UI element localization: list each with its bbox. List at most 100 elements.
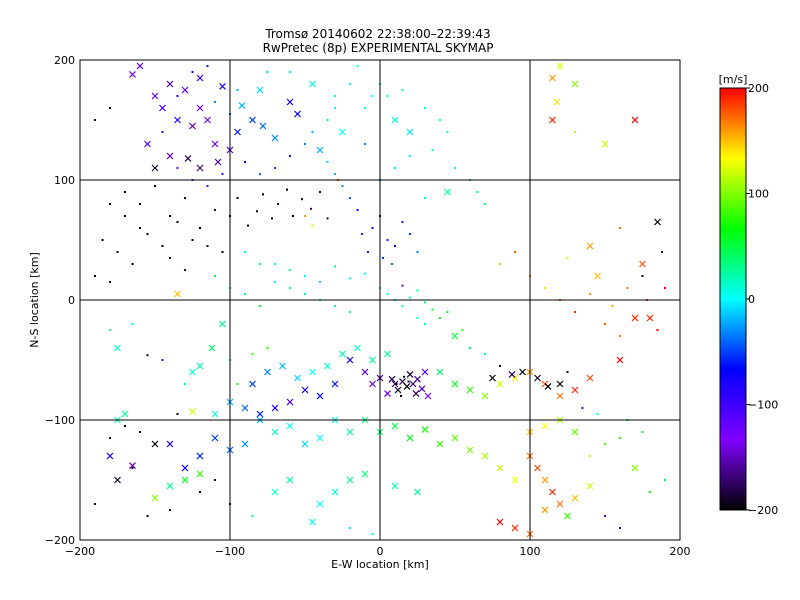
data-point-dot — [574, 311, 576, 313]
data-point-cross — [211, 434, 219, 442]
data-point-dot — [364, 272, 366, 275]
data-point-dot — [319, 191, 321, 193]
data-point-dot — [409, 296, 411, 299]
data-point-cross — [631, 116, 639, 124]
data-point-cross — [496, 464, 504, 472]
data-point-cross — [391, 482, 399, 490]
data-point-cross — [631, 464, 639, 472]
data-point-cross — [259, 122, 267, 130]
data-point-cross — [184, 154, 192, 162]
data-point-cross — [114, 344, 121, 352]
data-point-dot — [361, 233, 363, 235]
data-point-dot — [514, 251, 516, 253]
data-point-cross — [451, 332, 459, 340]
data-point-dot — [424, 197, 426, 199]
data-point-cross — [294, 110, 301, 118]
data-point-dot — [94, 503, 96, 505]
data-point-cross — [166, 440, 174, 448]
data-point-cross — [301, 440, 309, 448]
data-point-dot — [409, 233, 411, 235]
x-tick-label: 100 — [520, 545, 541, 558]
data-point-dot — [191, 71, 194, 73]
data-point-cross — [286, 398, 294, 406]
data-point-cross — [166, 80, 174, 88]
data-point-cross — [571, 428, 579, 436]
data-point-dot — [349, 527, 351, 529]
data-point-dot — [403, 375, 405, 378]
data-point-cross — [264, 368, 271, 376]
data-point-cross — [556, 500, 564, 508]
data-point-dot — [184, 269, 186, 271]
data-point-cross — [424, 392, 432, 400]
data-point-dot — [424, 301, 426, 304]
data-point-dot — [274, 167, 276, 169]
data-point-dot — [214, 209, 216, 211]
data-point-dot — [382, 257, 384, 259]
data-point-dot — [124, 425, 126, 427]
colorbar-label: [m/s] — [719, 73, 748, 86]
data-point-dot — [334, 265, 336, 268]
data-point-cross — [556, 380, 564, 388]
data-point-dot — [244, 293, 246, 295]
data-point-cross — [189, 122, 196, 130]
data-point-dot — [176, 95, 179, 97]
data-point-cross — [331, 488, 339, 496]
data-point-dot — [247, 224, 249, 227]
data-point-dot — [191, 239, 194, 241]
data-point-cross — [286, 422, 294, 430]
data-point-dot — [139, 203, 141, 205]
data-point-dot — [349, 83, 351, 85]
data-point-dot — [310, 207, 312, 210]
data-point-cross — [151, 92, 159, 100]
data-point-dot — [664, 479, 666, 481]
data-point-cross — [421, 426, 429, 434]
data-point-dot — [349, 197, 351, 199]
data-point-dot — [124, 191, 126, 193]
data-point-dot — [277, 203, 279, 205]
y-axis: −200 −100 0 100 200 — [45, 54, 75, 547]
data-point-cross — [541, 476, 549, 484]
data-point-dot — [304, 143, 306, 145]
data-point-dot — [574, 131, 576, 133]
data-point-dot — [169, 509, 171, 511]
data-point-dot — [424, 323, 426, 325]
data-point-cross — [496, 518, 504, 526]
data-point-dot — [131, 467, 134, 469]
data-point-cross — [151, 440, 159, 448]
data-point-cross — [129, 462, 136, 470]
data-point-cross — [214, 158, 222, 166]
data-point-cross — [586, 374, 594, 382]
data-point-dot — [154, 185, 156, 187]
data-point-dot — [161, 131, 164, 133]
data-point-dot — [131, 323, 134, 325]
data-point-dot — [439, 317, 441, 319]
data-point-cross — [256, 410, 264, 418]
data-point-dot — [469, 347, 471, 349]
data-point-dot — [424, 107, 426, 109]
data-point-dot — [349, 311, 351, 313]
data-point-cross — [196, 104, 204, 112]
colorbar-gradient — [719, 87, 747, 511]
data-point-dot — [326, 217, 329, 220]
data-point-dot — [431, 308, 434, 311]
data-point-cross — [211, 410, 219, 418]
data-point-cross — [466, 386, 474, 394]
data-point-cross — [549, 74, 556, 82]
data-point-cross — [114, 476, 121, 484]
y-tick-label: 100 — [54, 174, 75, 187]
data-point-dot — [341, 185, 344, 187]
colorbar-tick-label: 0 — [748, 293, 755, 306]
data-point-cross — [129, 70, 136, 78]
data-point-dot — [416, 251, 419, 253]
data-point-dot — [236, 197, 239, 199]
data-point-cross — [511, 476, 519, 484]
data-point-cross — [346, 428, 354, 436]
data-point-cross — [508, 370, 516, 378]
data-point-cross — [556, 392, 564, 400]
data-point-cross — [106, 452, 114, 460]
data-point-cross — [174, 290, 181, 298]
data-point-cross — [549, 116, 556, 124]
data-point-cross — [406, 128, 414, 136]
data-point-cross — [286, 476, 294, 484]
